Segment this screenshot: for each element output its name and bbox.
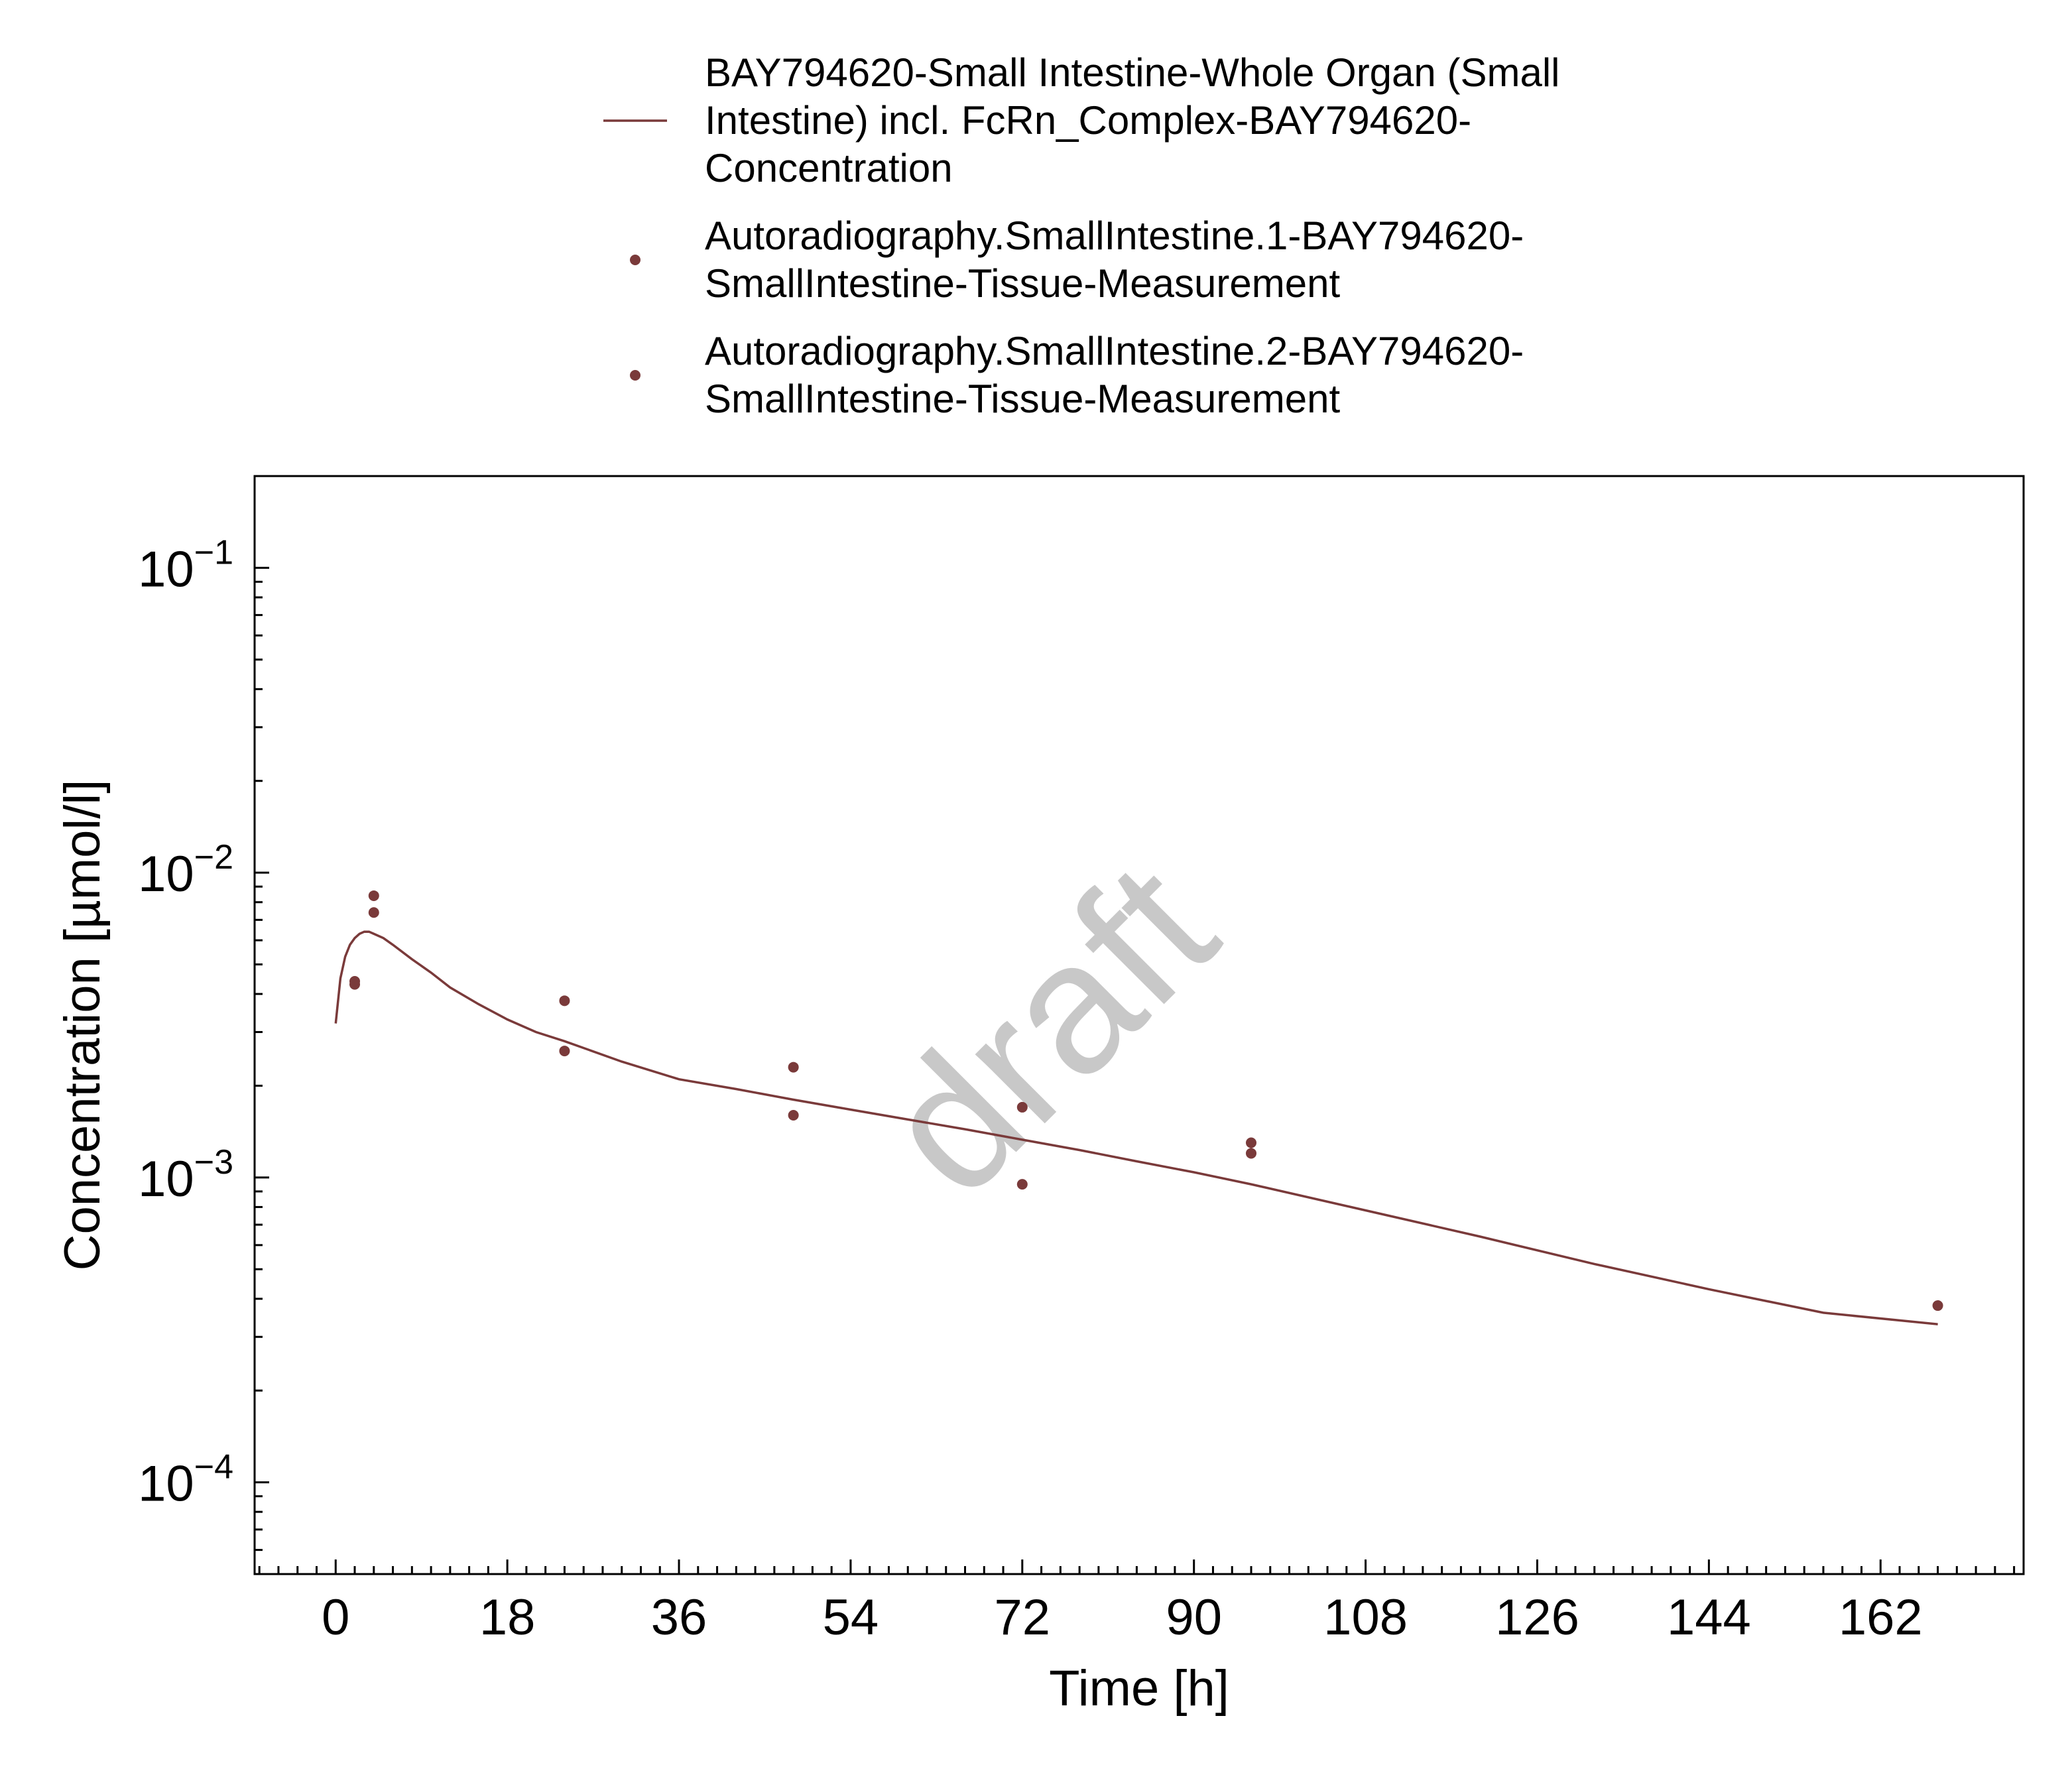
data-point-series-2 bbox=[368, 907, 379, 918]
y-tick-label: 10−4 bbox=[138, 1448, 233, 1512]
y-axis: 10−4 10−3 10−2 10−1 bbox=[138, 475, 269, 1575]
data-point-series-2 bbox=[788, 1110, 799, 1121]
x-axis-label: Time [h] bbox=[1049, 1660, 1229, 1717]
data-point-series-1 bbox=[788, 1062, 799, 1073]
x-tick-label: 54 bbox=[823, 1589, 879, 1646]
plot-frame bbox=[253, 475, 2025, 1575]
data-point-series-1 bbox=[1932, 1300, 1943, 1312]
data-point-series-2 bbox=[559, 1046, 570, 1057]
x-tick-label: 108 bbox=[1323, 1589, 1408, 1646]
legend-point-marker bbox=[630, 370, 640, 381]
legend-entry-text: Autoradiography.SmallIntestine.2-BAY7946… bbox=[705, 329, 1524, 373]
legend-entry-text: Intestine) incl. FcRn_Complex-BAY794620- bbox=[705, 98, 1471, 143]
x-tick-label: 162 bbox=[1839, 1589, 1923, 1646]
data-point-series-1 bbox=[1245, 1137, 1256, 1148]
plot-area: 10−4 10−3 10−2 10−1 0 18 36 54 72 90 108 126 144 162… bbox=[138, 475, 2025, 1646]
data-point-series-2 bbox=[1245, 1148, 1256, 1159]
data-point-series-2 bbox=[1016, 1179, 1028, 1190]
legend-entry-text: SmallIntestine-Tissue-Measurement bbox=[705, 377, 1340, 421]
x-tick-label: 144 bbox=[1667, 1589, 1751, 1646]
y-axis-label: Concentration [µmol/l] bbox=[54, 780, 111, 1271]
x-tick-label: 72 bbox=[995, 1589, 1051, 1646]
x-tick-label: 18 bbox=[479, 1589, 536, 1646]
legend-entry-text: Autoradiography.SmallIntestine.1-BAY7946… bbox=[705, 213, 1524, 258]
legend-entry-text: Concentration bbox=[705, 146, 953, 190]
x-axis: 0 18 36 54 72 90 108 126 144 162 bbox=[258, 1559, 2016, 1646]
legend-entry-text: SmallIntestine-Tissue-Measurement bbox=[705, 261, 1340, 306]
data-point-series-2 bbox=[349, 979, 361, 990]
data-point-series-1 bbox=[559, 995, 570, 1006]
data-point-series-1 bbox=[368, 890, 379, 901]
x-tick-label: 0 bbox=[322, 1589, 349, 1646]
x-tick-label: 126 bbox=[1495, 1589, 1579, 1646]
legend-point-marker bbox=[630, 255, 640, 265]
y-tick-label: 10−3 bbox=[138, 1143, 233, 1207]
x-tick-label: 90 bbox=[1166, 1589, 1222, 1646]
x-tick-label: 36 bbox=[651, 1589, 707, 1646]
data-points bbox=[349, 890, 1943, 1312]
y-tick-label: 10−2 bbox=[138, 838, 233, 902]
data-point-series-1 bbox=[1016, 1101, 1028, 1113]
legend-entry-text: BAY794620-Small Intestine-Whole Organ (S… bbox=[705, 50, 1559, 95]
y-tick-label: 10−1 bbox=[138, 533, 233, 597]
series-line bbox=[334, 930, 1938, 1325]
legend: BAY794620-Small Intestine-Whole Organ (S… bbox=[603, 50, 1559, 421]
